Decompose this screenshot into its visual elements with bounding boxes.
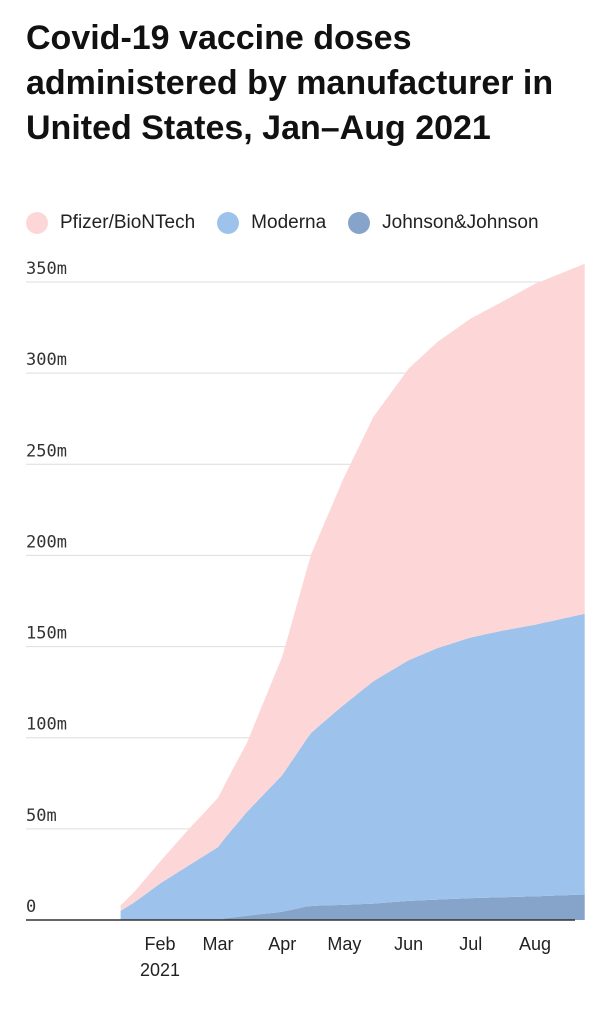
- y-tick-label: 0: [26, 897, 36, 917]
- y-tick-label: 200m: [26, 532, 67, 552]
- legend-label-pfizer: Pfizer/BioNTech: [60, 212, 196, 233]
- x-tick-label: May: [327, 934, 361, 954]
- area-series-johnson-johnson: [120, 894, 585, 920]
- x-tick-label: Jul: [459, 934, 482, 954]
- y-tick-label: 350m: [26, 259, 67, 279]
- y-tick-label: 250m: [26, 441, 67, 461]
- y-tick-label: 300m: [26, 350, 67, 370]
- x-tick-label: Apr: [268, 934, 296, 954]
- legend-label-jnj: Johnson&Johnson: [382, 212, 539, 233]
- x-tick-label: Jun: [394, 934, 423, 954]
- legend: Pfizer/BioNTech Moderna Johnson&Johnson: [26, 208, 561, 238]
- x-tick-sublabel: 2021: [140, 960, 180, 980]
- y-tick-label: 150m: [26, 624, 67, 644]
- area-series-moderna: [120, 613, 585, 920]
- legend-label-moderna: Moderna: [251, 212, 327, 233]
- y-tick-label: 50m: [26, 806, 57, 826]
- legend-swatch-jnj: [348, 212, 371, 234]
- x-tick-label: Aug: [519, 934, 551, 954]
- area-series-pfizer-biontech: [120, 263, 585, 911]
- legend-item-moderna: Moderna: [217, 212, 326, 234]
- x-tick-label: Feb: [144, 934, 175, 954]
- legend-item-pfizer: Pfizer/BioNTech: [26, 212, 195, 234]
- legend-swatch-pfizer: [26, 212, 48, 234]
- y-tick-label: 100m: [26, 715, 67, 735]
- legend-item-jnj: Johnson&Johnson: [348, 212, 539, 234]
- chart-title: Covid-19 vaccine doses administered by m…: [26, 19, 554, 147]
- x-tick-label: Mar: [203, 934, 234, 954]
- legend-swatch-moderna: [217, 212, 240, 234]
